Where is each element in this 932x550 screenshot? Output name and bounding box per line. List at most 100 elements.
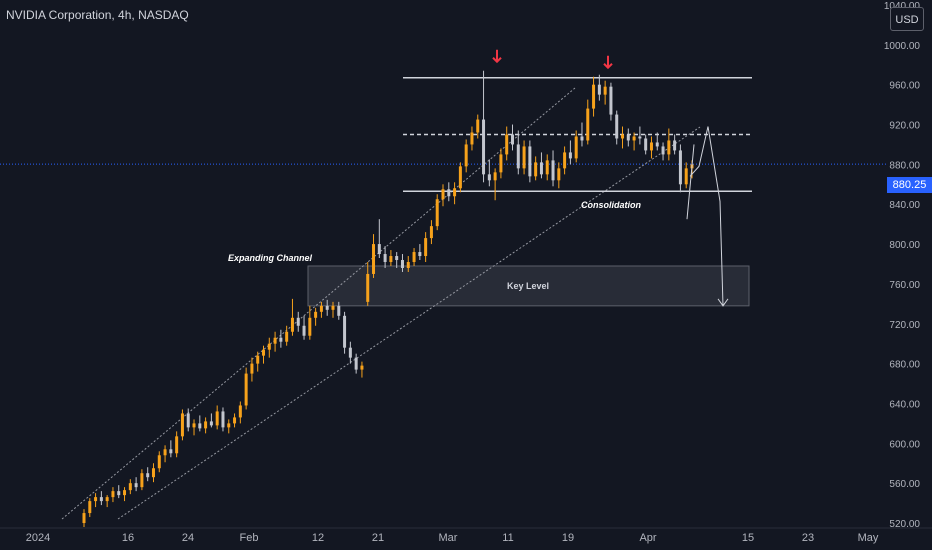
candle-body — [354, 357, 358, 370]
down-arrow-marker — [603, 55, 613, 70]
candle-body — [621, 134, 625, 139]
candle-body — [128, 483, 132, 491]
candle-body — [250, 363, 254, 374]
candle-body — [493, 172, 497, 181]
candle-body — [325, 305, 329, 310]
candle-body — [331, 305, 335, 310]
candle-body — [186, 413, 190, 428]
candle-body — [221, 411, 225, 428]
candle-body — [458, 166, 462, 189]
candle-body — [615, 114, 619, 139]
candle-body — [366, 273, 370, 302]
price-tick-label: 880.00 — [889, 160, 920, 171]
candle-body — [99, 497, 103, 502]
time-tick-label: 11 — [502, 532, 513, 544]
time-tick-label: 24 — [182, 532, 194, 544]
candle-body — [117, 491, 121, 496]
candle-body — [464, 144, 468, 167]
candle-body — [302, 325, 306, 336]
candle-body — [279, 337, 283, 342]
candle-body — [586, 108, 590, 141]
candle-body — [262, 349, 266, 356]
candle-body — [412, 252, 416, 263]
candle-body — [290, 317, 294, 332]
candle-body — [545, 160, 549, 175]
candle-body — [568, 152, 572, 159]
consolidation-label: Consolidation — [581, 200, 641, 210]
candle-body — [209, 421, 213, 426]
projection-path — [689, 126, 724, 306]
price-tick-label: 920.00 — [889, 121, 920, 132]
projection-arrowhead — [717, 298, 729, 307]
candle-body — [649, 142, 653, 151]
candle-body — [673, 140, 677, 151]
candle-body — [441, 189, 445, 200]
candle-body — [528, 146, 532, 177]
candle-body — [482, 119, 486, 175]
time-tick-label: 19 — [562, 532, 574, 544]
candle-body — [198, 423, 202, 429]
candle-body — [360, 365, 364, 370]
candle-body — [192, 423, 196, 428]
candle-body — [406, 262, 410, 268]
candle-body — [319, 305, 323, 312]
candle-body — [516, 144, 520, 169]
time-tick-label: 2024 — [26, 532, 50, 544]
candle-body — [256, 355, 260, 364]
candle-body — [626, 134, 630, 141]
candle-body — [563, 152, 567, 169]
time-tick-label: 23 — [802, 532, 814, 544]
price-tick-label: 760.00 — [889, 280, 920, 291]
price-tick-label: 560.00 — [889, 479, 920, 490]
candle-body — [510, 134, 514, 145]
time-tick-label: 15 — [742, 532, 754, 544]
symbol-title: NVIDIA Corporation, 4h, NASDAQ — [6, 8, 189, 22]
candle-body — [429, 226, 433, 239]
candle-body — [684, 168, 688, 185]
price-tick-label: 520.00 — [889, 519, 920, 530]
candle-body — [580, 136, 584, 141]
candle-body — [574, 136, 578, 159]
candle-body — [505, 134, 509, 155]
candle-body — [157, 455, 161, 469]
current-price-badge: 880.25 — [887, 177, 932, 193]
candle-body — [151, 468, 155, 478]
candle-body — [169, 449, 173, 454]
price-tick-label: 600.00 — [889, 439, 920, 450]
candle-body — [534, 162, 538, 177]
time-tick-label: 12 — [312, 532, 324, 544]
candle-body — [180, 413, 184, 437]
candle-body — [667, 140, 671, 155]
price-tick-label: 720.00 — [889, 320, 920, 331]
candle-body — [678, 150, 682, 185]
candle-body — [522, 146, 526, 169]
expanding-channel-label: Expanding Channel — [228, 253, 313, 263]
candle-body — [435, 199, 439, 227]
candle-body — [395, 256, 399, 261]
candle-body — [146, 473, 150, 478]
candle-body — [551, 160, 555, 181]
price-tick-label: 800.00 — [889, 240, 920, 251]
candle-body — [603, 86, 607, 95]
candle-body — [296, 317, 300, 326]
candle-body — [348, 347, 352, 358]
candle-body — [308, 317, 312, 336]
candle-body — [592, 84, 596, 109]
candle-body — [609, 86, 613, 115]
price-tick-label: 1040.00 — [884, 1, 921, 12]
currency-button[interactable]: USD — [890, 7, 924, 31]
time-tick-label: Mar — [439, 532, 458, 544]
candle-body — [204, 421, 208, 429]
candle-body — [470, 132, 474, 145]
candle-body — [383, 254, 387, 263]
candle-body — [476, 119, 480, 133]
candle-body — [499, 154, 503, 173]
projection-wick — [686, 144, 695, 220]
candle-body — [215, 411, 219, 426]
candle-body — [244, 373, 248, 406]
time-tick-label: May — [858, 532, 879, 544]
price-tick-label: 640.00 — [889, 399, 920, 410]
candle-body — [644, 138, 648, 151]
